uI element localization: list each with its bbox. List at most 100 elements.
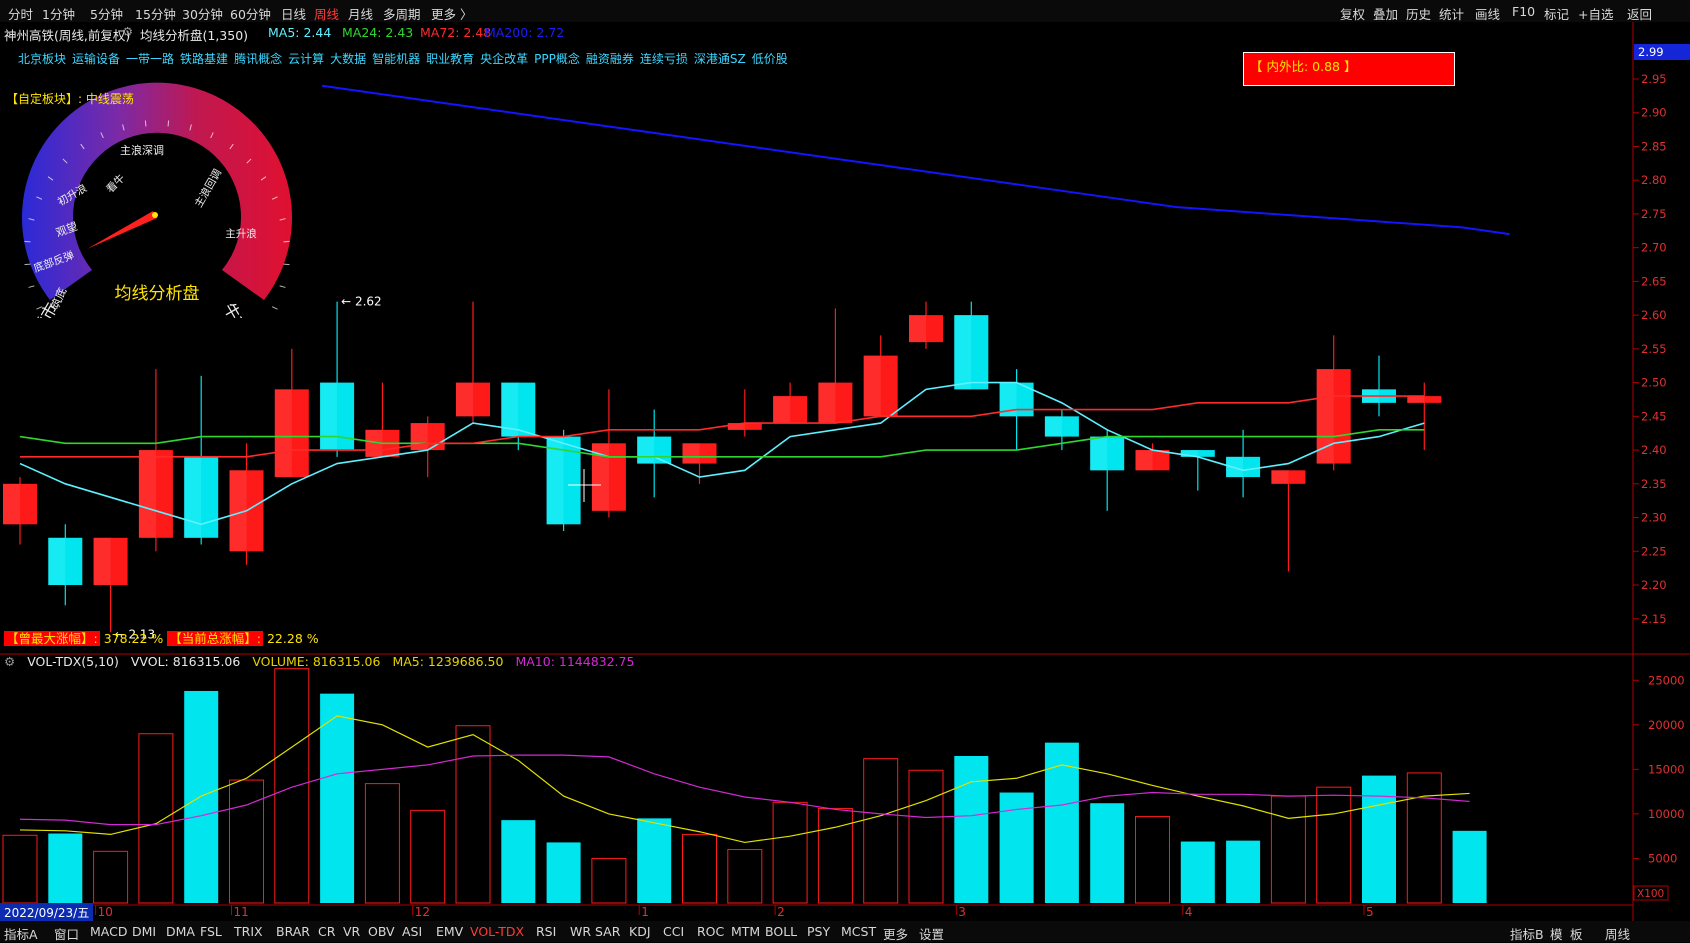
indicator-tab[interactable]: FSL xyxy=(200,924,222,939)
candle-body xyxy=(909,315,943,343)
candle-highlight xyxy=(954,315,972,390)
indicator-tab[interactable]: VOL-TDX xyxy=(470,924,525,939)
period-tab[interactable]: 1分钟 xyxy=(42,7,75,22)
period-tab[interactable]: 多周期 xyxy=(383,7,421,22)
concept-tag[interactable]: 北京板块 xyxy=(18,52,67,66)
concept-tag[interactable]: 大数据 xyxy=(330,52,367,66)
indicator-tab[interactable]: BOLL xyxy=(765,924,798,939)
concept-tag[interactable]: 职业教育 xyxy=(426,52,475,66)
toolbar-button[interactable]: 历史 xyxy=(1406,7,1432,22)
candle-body xyxy=(274,389,309,478)
concept-tag[interactable]: 央企改革 xyxy=(480,52,529,66)
indicator-tab[interactable]: MTM xyxy=(731,924,761,939)
volume-bar xyxy=(501,820,536,903)
candle-body xyxy=(1044,416,1079,437)
indicator-tab[interactable]: 更多 xyxy=(883,927,909,942)
month-label: 2 xyxy=(777,905,785,919)
crosshair-cursor xyxy=(568,469,601,502)
ma200-value: MA200: 2.72 xyxy=(485,25,565,40)
price-tick-label: 2.70 xyxy=(1641,241,1667,255)
indicator-tab[interactable]: CR xyxy=(318,924,336,939)
current-gain-label: 【当前总涨幅】: xyxy=(167,631,263,646)
indicator-tab[interactable]: EMV xyxy=(436,924,464,939)
concept-tag[interactable]: 融资融券 xyxy=(585,52,634,66)
indicator-tab-right[interactable]: 周线 xyxy=(1605,927,1631,942)
candle-body xyxy=(1090,436,1125,471)
indicator-tab[interactable]: MACD xyxy=(90,924,128,939)
volume-bar xyxy=(48,833,83,903)
concept-tag[interactable]: 云计算 xyxy=(288,52,325,66)
period-tab[interactable]: 30分钟 xyxy=(182,7,223,22)
indicator-tab[interactable]: 窗口 xyxy=(54,927,80,942)
volume-bar xyxy=(1270,795,1306,904)
indicator-tab[interactable]: ROC xyxy=(697,924,725,939)
vol-ma10-value: MA10: 1144832.75 xyxy=(515,654,635,669)
gear-icon[interactable]: ⚙ xyxy=(122,24,134,39)
indicator-name: 均线分析盘(1,350) xyxy=(140,28,249,43)
period-tab[interactable]: 5分钟 xyxy=(90,7,123,22)
volume-bar xyxy=(1226,840,1261,903)
concept-tag[interactable]: 低价股 xyxy=(751,52,788,66)
toolbar-button[interactable]: 画线 xyxy=(1475,7,1501,22)
indicator-tab[interactable]: TRIX xyxy=(234,924,263,939)
period-tab[interactable]: 15分钟 xyxy=(135,7,176,22)
indicator-tab-right[interactable]: 指标B xyxy=(1510,927,1544,942)
period-tab[interactable]: 月线 xyxy=(348,7,374,22)
price-tick-label: 2.35 xyxy=(1641,477,1667,491)
toolbar-button[interactable]: 复权 xyxy=(1340,7,1366,22)
price-annotation: ← 2.13 xyxy=(115,627,156,641)
indicator-tab[interactable]: PSY xyxy=(807,924,831,939)
candle-highlight xyxy=(3,483,20,525)
vol-gear-icon[interactable]: ⚙ xyxy=(4,654,16,669)
volume-bar xyxy=(727,849,763,904)
price-axis-group: 2.15 2.20 2.25 2.30 2.35 2.40 2.45 2.50 2.55 2.60… xyxy=(95,44,1690,919)
volume-unit-label: X100 xyxy=(1637,888,1664,900)
indicator-tab[interactable]: CCI xyxy=(663,924,685,939)
period-tab[interactable]: 周线 xyxy=(314,7,340,22)
toolbar-button[interactable]: F10 xyxy=(1512,4,1536,19)
toolbar-button[interactable]: 标记 xyxy=(1544,7,1570,22)
indicator-tab[interactable]: MCST xyxy=(841,924,877,939)
period-tab[interactable]: 更多 〉 xyxy=(431,7,473,22)
month-label: 4 xyxy=(1185,905,1193,919)
period-tab[interactable]: 日线 xyxy=(281,7,307,22)
toolbar-button[interactable]: 统计 xyxy=(1439,7,1465,22)
indicator-tab-right[interactable]: 模 xyxy=(1550,927,1563,942)
candle-highlight xyxy=(1044,416,1062,437)
candle-highlight xyxy=(456,382,473,417)
concept-tag[interactable]: 一带一路 xyxy=(126,52,175,66)
concept-tag[interactable]: 深港通SZ xyxy=(693,52,746,66)
toolbar-button[interactable]: +自选 xyxy=(1578,7,1614,22)
period-tab[interactable]: 60分钟 xyxy=(230,7,271,22)
indicator-tab[interactable]: 设置 xyxy=(919,927,945,942)
concept-tag[interactable]: 智能机器 xyxy=(372,52,421,66)
indicator-tab[interactable]: DMI xyxy=(132,924,157,939)
concept-tag[interactable]: 铁路基建 xyxy=(180,52,229,66)
indicator-tab[interactable]: RSI xyxy=(536,924,557,939)
toolbar-button[interactable]: 叠加 xyxy=(1373,7,1399,22)
concept-tag[interactable]: PPP概念 xyxy=(534,52,580,66)
toolbar-button[interactable]: 返回 xyxy=(1627,7,1653,22)
candle-body xyxy=(456,382,490,417)
indicator-tab[interactable]: SAR xyxy=(595,924,621,939)
indicator-tab[interactable]: BRAR xyxy=(276,924,310,939)
concept-tag[interactable]: 腾讯概念 xyxy=(234,52,283,66)
indicator-tab[interactable]: ASI xyxy=(402,924,423,939)
volume-bar xyxy=(274,668,310,904)
indicator-tab[interactable]: WR xyxy=(570,924,592,939)
price-tick-label: 2.85 xyxy=(1641,139,1667,153)
indicator-tab[interactable]: 指标A xyxy=(4,927,38,942)
indicator-tab[interactable]: DMA xyxy=(166,924,195,939)
chart-title-line: 神州高铁(周线,前复权) ⚙ 均线分析盘(1,350) MA5: 2.44 MA… xyxy=(0,22,1630,43)
volume-bar xyxy=(1316,786,1352,904)
ma200-line-group xyxy=(321,84,1510,236)
concept-tag[interactable]: 连续亏损 xyxy=(639,52,688,66)
indicator-tab[interactable]: OBV xyxy=(368,924,395,939)
indicator-tab-right[interactable]: 板 xyxy=(1570,927,1583,942)
concept-tag[interactable]: 运输设备 xyxy=(72,52,121,66)
period-tab[interactable]: 分时 xyxy=(8,7,34,22)
indicator-tab[interactable]: KDJ xyxy=(629,924,651,939)
candles-group: ← 2.62 ← 2.13 xyxy=(3,295,1442,641)
indicator-tab[interactable]: VR xyxy=(343,924,361,939)
